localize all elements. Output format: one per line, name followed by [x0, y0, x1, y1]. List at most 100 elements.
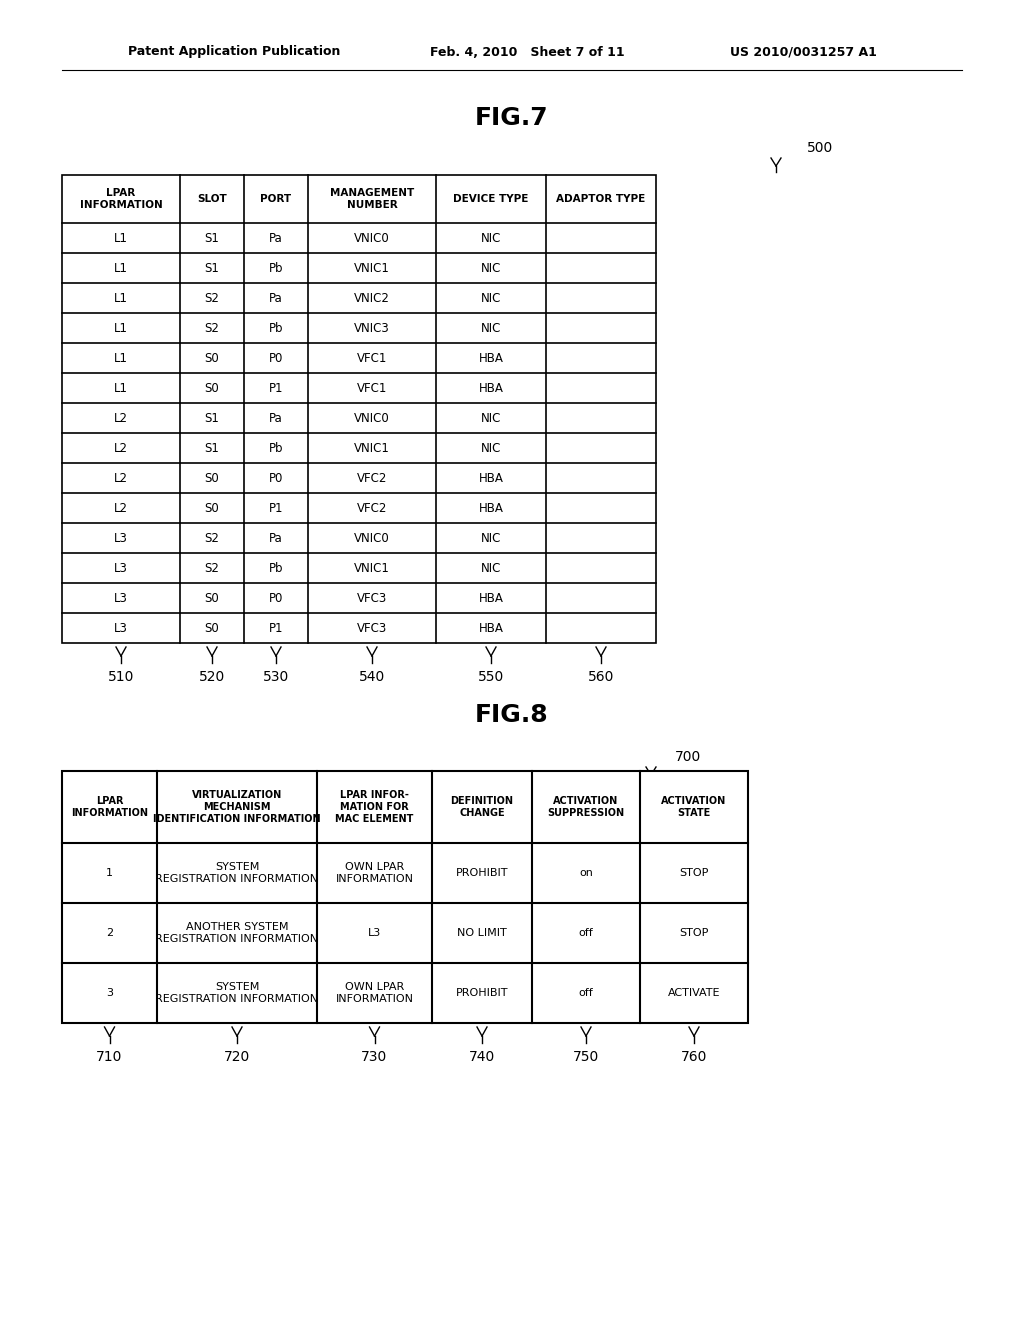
Text: VFC1: VFC1	[356, 381, 387, 395]
Text: L3: L3	[114, 561, 128, 574]
Text: Pb: Pb	[268, 561, 284, 574]
Text: ACTIVATION
STATE: ACTIVATION STATE	[662, 796, 727, 818]
Text: LPAR
INFORMATION: LPAR INFORMATION	[80, 189, 163, 210]
Text: LPAR
INFORMATION: LPAR INFORMATION	[71, 796, 148, 818]
Text: 520: 520	[199, 671, 225, 684]
Text: NO LIMIT: NO LIMIT	[457, 928, 507, 939]
Text: L1: L1	[114, 261, 128, 275]
Text: NIC: NIC	[481, 231, 501, 244]
Text: DEVICE TYPE: DEVICE TYPE	[454, 194, 528, 205]
Text: S0: S0	[205, 351, 219, 364]
Text: 2: 2	[105, 928, 113, 939]
Text: 750: 750	[572, 1049, 599, 1064]
Text: 730: 730	[361, 1049, 388, 1064]
Text: L2: L2	[114, 441, 128, 454]
Text: Feb. 4, 2010   Sheet 7 of 11: Feb. 4, 2010 Sheet 7 of 11	[430, 45, 625, 58]
Text: VIRTUALIZATION
MECHANISM
IDENTIFICATION INFORMATION: VIRTUALIZATION MECHANISM IDENTIFICATION …	[154, 791, 321, 824]
Text: 740: 740	[469, 1049, 496, 1064]
Text: 560: 560	[588, 671, 614, 684]
Text: VFC2: VFC2	[356, 502, 387, 515]
Text: VNIC0: VNIC0	[354, 412, 390, 425]
Text: S1: S1	[205, 231, 219, 244]
Text: 720: 720	[224, 1049, 250, 1064]
Text: SYSTEM
REGISTRATION INFORMATION: SYSTEM REGISTRATION INFORMATION	[156, 982, 318, 1003]
Text: S2: S2	[205, 532, 219, 544]
Text: 540: 540	[358, 671, 385, 684]
Text: HBA: HBA	[478, 351, 504, 364]
Text: Pa: Pa	[269, 231, 283, 244]
Text: 700: 700	[675, 750, 701, 764]
Text: PROHIBIT: PROHIBIT	[456, 987, 508, 998]
Text: S1: S1	[205, 261, 219, 275]
Text: S2: S2	[205, 322, 219, 334]
Text: Pb: Pb	[268, 441, 284, 454]
Text: L3: L3	[114, 591, 128, 605]
Text: L1: L1	[114, 351, 128, 364]
Text: off: off	[579, 987, 593, 998]
Text: VFC1: VFC1	[356, 351, 387, 364]
Text: NIC: NIC	[481, 412, 501, 425]
Text: L3: L3	[114, 622, 128, 635]
Text: OWN LPAR
INFORMATION: OWN LPAR INFORMATION	[336, 982, 414, 1003]
Text: VNIC0: VNIC0	[354, 532, 390, 544]
Text: 710: 710	[96, 1049, 123, 1064]
Text: VNIC1: VNIC1	[354, 261, 390, 275]
Text: FIG.8: FIG.8	[475, 704, 549, 727]
Text: NIC: NIC	[481, 261, 501, 275]
Text: VFC3: VFC3	[357, 622, 387, 635]
Text: Pb: Pb	[268, 261, 284, 275]
Text: S0: S0	[205, 591, 219, 605]
Text: ADAPTOR TYPE: ADAPTOR TYPE	[556, 194, 645, 205]
Text: L2: L2	[114, 412, 128, 425]
Bar	[62, 176, 656, 643]
Text: L2: L2	[114, 502, 128, 515]
Text: S0: S0	[205, 381, 219, 395]
Text: SLOT: SLOT	[198, 194, 227, 205]
Text: Pa: Pa	[269, 292, 283, 305]
Bar	[62, 771, 748, 1023]
Text: VNIC2: VNIC2	[354, 292, 390, 305]
Text: VFC3: VFC3	[357, 591, 387, 605]
Text: S0: S0	[205, 471, 219, 484]
Text: PORT: PORT	[260, 194, 292, 205]
Text: L2: L2	[114, 471, 128, 484]
Text: NIC: NIC	[481, 532, 501, 544]
Text: 530: 530	[263, 671, 289, 684]
Text: VNIC0: VNIC0	[354, 231, 390, 244]
Text: 510: 510	[108, 671, 134, 684]
Text: S2: S2	[205, 561, 219, 574]
Text: HBA: HBA	[478, 591, 504, 605]
Text: S1: S1	[205, 441, 219, 454]
Text: 500: 500	[807, 141, 834, 154]
Text: VNIC3: VNIC3	[354, 322, 390, 334]
Text: L1: L1	[114, 381, 128, 395]
Text: HBA: HBA	[478, 471, 504, 484]
Text: off: off	[579, 928, 593, 939]
Text: LPAR INFOR-
MATION FOR
MAC ELEMENT: LPAR INFOR- MATION FOR MAC ELEMENT	[335, 791, 414, 824]
Text: STOP: STOP	[679, 869, 709, 878]
Text: 550: 550	[478, 671, 504, 684]
Text: S2: S2	[205, 292, 219, 305]
Text: P1: P1	[268, 381, 284, 395]
Text: ACTIVATE: ACTIVATE	[668, 987, 720, 998]
Text: Pb: Pb	[268, 322, 284, 334]
Text: Pa: Pa	[269, 412, 283, 425]
Text: NIC: NIC	[481, 441, 501, 454]
Text: NIC: NIC	[481, 292, 501, 305]
Text: P0: P0	[269, 351, 284, 364]
Text: S0: S0	[205, 622, 219, 635]
Text: L1: L1	[114, 231, 128, 244]
Text: DEFINITION
CHANGE: DEFINITION CHANGE	[451, 796, 513, 818]
Text: VNIC1: VNIC1	[354, 441, 390, 454]
Text: NIC: NIC	[481, 561, 501, 574]
Text: P0: P0	[269, 471, 284, 484]
Text: SYSTEM
REGISTRATION INFORMATION: SYSTEM REGISTRATION INFORMATION	[156, 862, 318, 884]
Text: L3: L3	[114, 532, 128, 544]
Text: 3: 3	[106, 987, 113, 998]
Text: STOP: STOP	[679, 928, 709, 939]
Text: NIC: NIC	[481, 322, 501, 334]
Text: ANOTHER SYSTEM
REGISTRATION INFORMATION: ANOTHER SYSTEM REGISTRATION INFORMATION	[156, 923, 318, 944]
Text: OWN LPAR
INFORMATION: OWN LPAR INFORMATION	[336, 862, 414, 884]
Text: 1: 1	[106, 869, 113, 878]
Text: 760: 760	[681, 1049, 708, 1064]
